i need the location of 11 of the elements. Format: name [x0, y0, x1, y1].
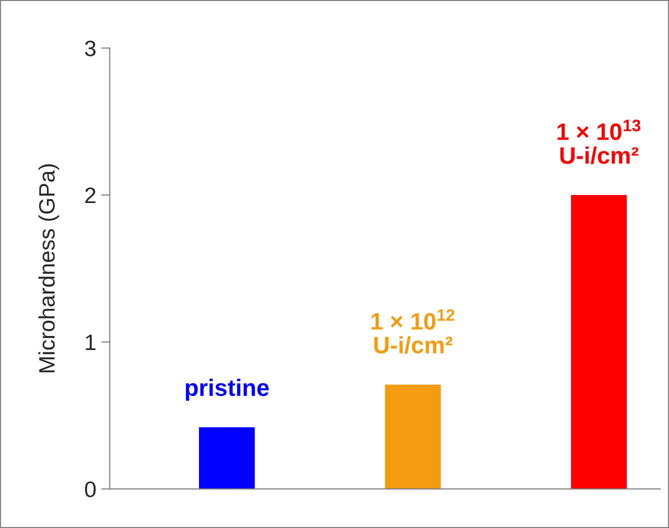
x-tick-label: 1 × 10$^{12}$ U-i/cm²	[372, 309, 454, 354]
bar	[571, 195, 627, 489]
y-tick-label: 0	[85, 481, 96, 498]
bar	[199, 427, 255, 489]
y-tick-label: 2	[85, 188, 96, 204]
y-tick-label: 3	[85, 40, 96, 56]
x-tick-label: 1 × 10$^{13}$ U-i/cm²	[558, 120, 640, 164]
y-tick-label: 1	[86, 334, 96, 350]
x-tick-label: pristine	[186, 378, 269, 401]
bar	[385, 384, 441, 489]
y-axis-title: Microhardness (GPa)	[38, 164, 60, 372]
